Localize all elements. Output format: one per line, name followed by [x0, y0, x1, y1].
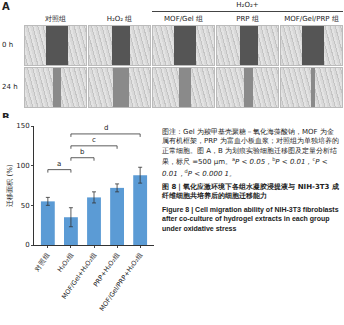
html-text:对照组: 对照组: [45, 15, 66, 23]
html-text:图注：Gel 为羧甲基壳聚糖－氧化海藻酸钠，MOF 为金属有: 图注：Gel 为羧甲基壳聚糖－氧化海藻酸钠，MOF 为金属有机框架，PRP 为富…: [162, 128, 339, 179]
html-text:PRP 组: PRP 组: [236, 15, 259, 23]
svg-text:迁移面积 (%): 迁移面积 (%): [6, 164, 14, 207]
html-text:24 h: 24 h: [2, 82, 18, 91]
svg-text:PRP+H₂O₂组: PRP+H₂O₂组: [92, 251, 122, 288]
html-text:MOF/Gel/PRP 组: MOF/Gel/PRP 组: [284, 15, 339, 23]
svg-text:150: 150: [16, 122, 29, 130]
html-text:图 8｜氧化应激环境下各组水凝胶浸提液与 NIH-3T3 成: 图 8｜氧化应激环境下各组水凝胶浸提液与 NIH-3T3 成纤维细胞共培养后的细…: [162, 182, 339, 201]
svg-text:50: 50: [21, 202, 30, 210]
svg-text:H₂O₂组: H₂O₂组: [56, 251, 75, 274]
svg-text:MOF/Gel/PRP+H₂O₂组: MOF/Gel/PRP+H₂O₂组: [98, 251, 145, 313]
html-text:H₂O₂+: H₂O₂+: [236, 1, 259, 9]
html-text:0 h: 0 h: [2, 40, 14, 49]
svg-text:d: d: [104, 124, 108, 132]
svg-text:对照组: 对照组: [34, 251, 53, 273]
svg-text:c: c: [92, 136, 96, 144]
svg-text:100: 100: [16, 162, 29, 170]
html-text:A: A: [2, 1, 10, 12]
svg-text:MOF/Gel+H₂O₂组: MOF/Gel+H₂O₂组: [60, 251, 98, 301]
svg-text:a: a: [57, 160, 61, 168]
svg-text:0: 0: [25, 241, 29, 249]
html-text:H₂O₂ 组: H₂O₂ 组: [106, 15, 133, 23]
svg-text:b: b: [80, 148, 85, 156]
html-text:Figure 8 | Cell migration abil: Figure 8 | Cell migration ability of NIH…: [162, 205, 339, 232]
html-text:B: B: [2, 112, 10, 123]
html-text:MOF/Gel 组: MOF/Gel 组: [164, 15, 203, 23]
